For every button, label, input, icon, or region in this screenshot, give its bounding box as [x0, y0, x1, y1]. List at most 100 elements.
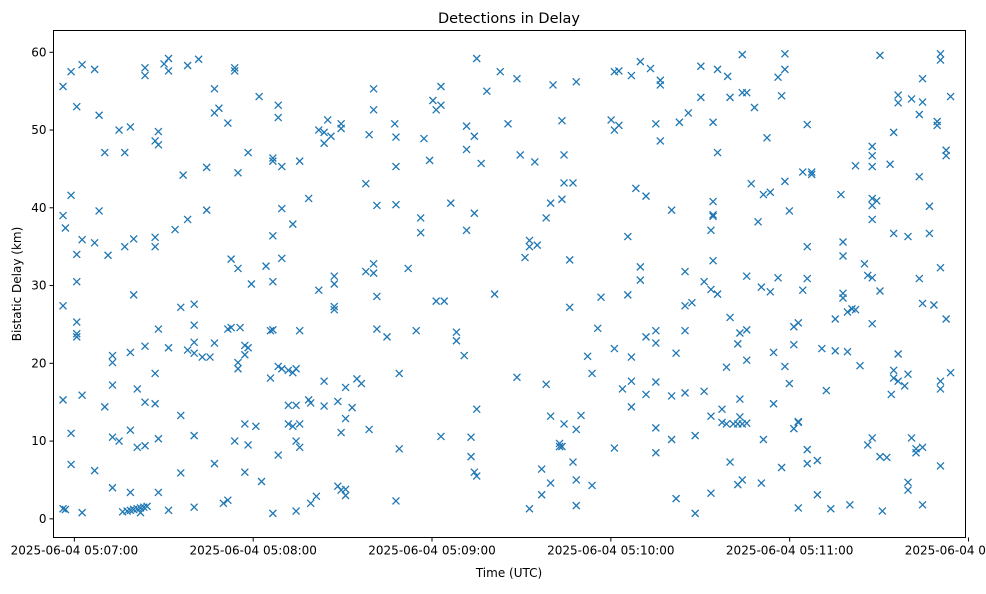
data-point: [292, 437, 301, 446]
data-point: [780, 49, 789, 58]
data-point: [713, 148, 722, 157]
data-point: [59, 82, 67, 91]
data-point: [330, 302, 339, 311]
data-point: [907, 434, 916, 442]
data-point: [803, 445, 812, 454]
data-point: [607, 115, 616, 124]
data-point: [268, 231, 277, 240]
data-point: [295, 326, 304, 335]
data-point: [470, 132, 479, 141]
data-point: [856, 361, 864, 370]
data-point: [738, 50, 747, 59]
data-point: [472, 405, 481, 414]
data-point: [803, 459, 812, 468]
data-point: [314, 286, 323, 295]
data-point: [735, 395, 744, 404]
data-point: [623, 232, 632, 241]
data-point: [851, 305, 860, 314]
data-point: [154, 140, 163, 149]
data-point: [277, 204, 286, 213]
data-point: [227, 323, 236, 332]
data-point: [636, 57, 645, 66]
data-point: [115, 126, 124, 134]
data-point: [268, 157, 277, 166]
data-point: [572, 475, 581, 484]
data-point: [868, 151, 877, 160]
data-point: [933, 117, 942, 126]
data-point: [164, 54, 173, 63]
data-point: [425, 156, 434, 165]
data-point: [918, 299, 927, 308]
x-tick-label: 2025-06-04 05:07:00: [11, 544, 138, 558]
data-point: [320, 402, 329, 411]
data-point: [292, 507, 301, 516]
data-point: [61, 224, 70, 232]
data-point: [696, 93, 705, 102]
data-point: [320, 377, 329, 386]
data-point: [759, 190, 768, 199]
data-point: [623, 290, 632, 299]
data-point: [642, 390, 650, 399]
data-point: [912, 448, 920, 457]
data-point: [565, 255, 574, 264]
data-point: [452, 336, 461, 345]
data-point: [133, 443, 142, 452]
data-point: [141, 342, 149, 351]
data-point: [59, 301, 67, 310]
data-point: [569, 178, 577, 187]
data-point: [817, 344, 826, 353]
data-point: [572, 77, 581, 86]
data-point: [95, 206, 104, 215]
data-point: [365, 130, 374, 139]
data-point: [636, 262, 645, 271]
data-point: [171, 225, 180, 234]
data-point: [777, 91, 786, 100]
data-point: [369, 269, 378, 278]
data-point: [569, 458, 577, 467]
data-point: [244, 148, 253, 157]
data-point: [886, 160, 895, 169]
data-point: [108, 351, 117, 360]
data-point: [176, 468, 185, 477]
data-point: [757, 479, 766, 488]
data-point: [560, 178, 569, 187]
data-point: [707, 226, 715, 235]
data-point: [918, 443, 927, 452]
data-point: [521, 253, 529, 262]
data-point: [268, 154, 277, 162]
data-point: [889, 366, 898, 375]
data-point: [868, 434, 877, 442]
data-point: [831, 315, 840, 323]
data-point: [61, 505, 70, 514]
data-point: [277, 162, 286, 171]
data-point: [681, 388, 690, 397]
data-point: [726, 458, 735, 467]
data-point: [709, 197, 718, 206]
data-point: [636, 276, 645, 285]
data-point: [78, 508, 87, 517]
data-point: [560, 420, 569, 428]
data-point: [428, 96, 437, 105]
data-point: [900, 381, 909, 390]
data-point: [863, 271, 872, 280]
data-point: [436, 101, 445, 110]
data-point: [234, 358, 242, 367]
data-point: [100, 402, 109, 411]
data-point: [742, 419, 751, 428]
data-point: [882, 453, 891, 462]
data-point: [843, 308, 852, 316]
y-axis-label: Bistatic Delay (km): [10, 227, 24, 342]
data-point: [369, 84, 378, 93]
data-point: [257, 477, 266, 486]
data-point: [490, 290, 499, 299]
data-point: [304, 194, 313, 203]
data-point: [462, 122, 471, 131]
data-point: [868, 273, 877, 282]
data-point: [894, 350, 903, 358]
data-point: [777, 463, 786, 472]
x-axis-ticks: 2025-06-04 05:07:00 2025-06-04 05:08:00 20…: [11, 537, 986, 558]
data-point: [391, 496, 400, 505]
data-point: [794, 417, 803, 426]
x-tick-label: 2025-06-04 05:10:00: [547, 544, 674, 558]
